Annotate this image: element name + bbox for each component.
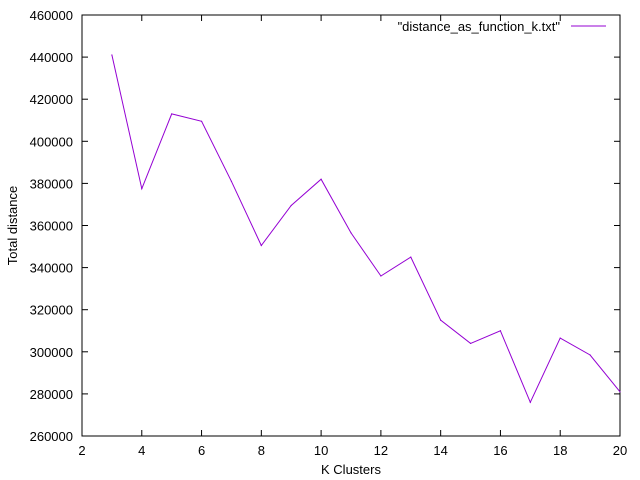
data-point xyxy=(260,244,262,247)
data-point xyxy=(440,319,442,321)
data-point xyxy=(499,330,502,332)
data-point xyxy=(619,391,621,393)
data-point xyxy=(290,204,292,207)
data-point xyxy=(111,54,113,56)
data-point xyxy=(141,188,143,190)
y-tick-label: 460000 xyxy=(30,8,73,23)
y-tick-label: 320000 xyxy=(30,303,73,318)
data-point xyxy=(559,337,561,339)
data-point xyxy=(320,178,322,180)
data-point xyxy=(410,256,412,258)
x-tick-label: 18 xyxy=(553,443,567,458)
x-tick-label: 2 xyxy=(78,443,85,458)
x-tick-label: 16 xyxy=(493,443,507,458)
data-point xyxy=(230,180,233,182)
x-axis-label: K Clusters xyxy=(321,462,381,477)
series-line xyxy=(111,54,621,404)
x-tick-label: 12 xyxy=(374,443,388,458)
x-tick-label: 8 xyxy=(258,443,265,458)
y-tick-label: 380000 xyxy=(30,176,73,191)
x-tick-label: 20 xyxy=(613,443,627,458)
data-point xyxy=(380,275,382,277)
legend-label: "distance_as_function_k.txt" xyxy=(398,19,561,34)
x-tick-label: 4 xyxy=(138,443,145,458)
y-tick-label: 420000 xyxy=(30,92,73,107)
y-tick-label: 300000 xyxy=(30,345,73,360)
y-axis-label: Total distance xyxy=(5,186,20,266)
y-tick-label: 400000 xyxy=(30,134,73,149)
data-point xyxy=(529,401,531,403)
y-tick-label: 440000 xyxy=(30,50,73,65)
x-tick-label: 6 xyxy=(198,443,205,458)
x-tick-label: 14 xyxy=(433,443,447,458)
data-point xyxy=(469,342,472,344)
y-tick-label: 260000 xyxy=(30,429,73,444)
data-point xyxy=(200,120,203,122)
data-point xyxy=(171,113,173,115)
axis-ticks: 2 4 6 8 10 12 14 16 18 20 260000 280000 300000 320000… xyxy=(30,8,628,458)
series-layer xyxy=(111,54,621,404)
x-tick-label: 10 xyxy=(314,443,328,458)
y-tick-label: 280000 xyxy=(30,387,73,402)
plot-frame xyxy=(81,14,621,437)
data-point xyxy=(350,232,352,234)
legend: "distance_as_function_k.txt" xyxy=(398,19,606,34)
y-tick-label: 340000 xyxy=(30,261,73,276)
data-point xyxy=(589,354,591,356)
y-tick-label: 360000 xyxy=(30,219,73,234)
plot-border xyxy=(81,14,621,437)
